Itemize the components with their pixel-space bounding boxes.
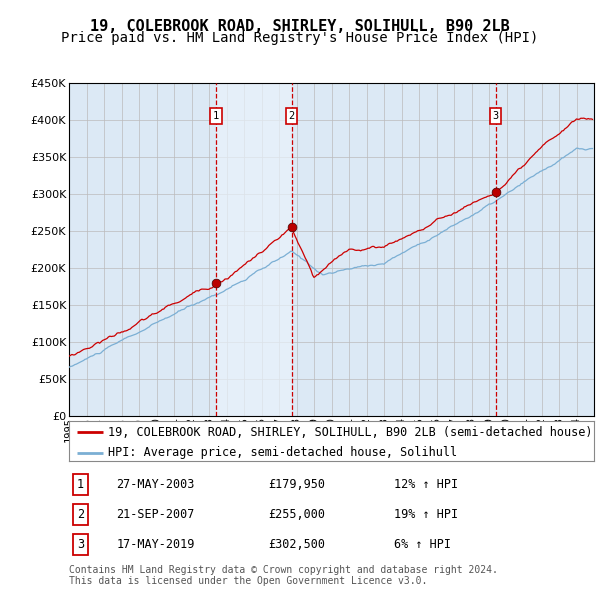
Text: £302,500: £302,500 bbox=[269, 538, 325, 551]
Text: 19% ↑ HPI: 19% ↑ HPI bbox=[395, 508, 458, 521]
Text: £179,950: £179,950 bbox=[269, 478, 325, 491]
Text: 3: 3 bbox=[493, 111, 499, 121]
Text: 6% ↑ HPI: 6% ↑ HPI bbox=[395, 538, 452, 551]
Text: 12% ↑ HPI: 12% ↑ HPI bbox=[395, 478, 458, 491]
Text: 2: 2 bbox=[289, 111, 295, 121]
Text: Price paid vs. HM Land Registry's House Price Index (HPI): Price paid vs. HM Land Registry's House … bbox=[61, 31, 539, 45]
Text: 3: 3 bbox=[77, 538, 84, 551]
Text: 19, COLEBROOK ROAD, SHIRLEY, SOLIHULL, B90 2LB (semi-detached house): 19, COLEBROOK ROAD, SHIRLEY, SOLIHULL, B… bbox=[109, 426, 593, 439]
Point bbox=[211, 278, 221, 287]
Text: 27-MAY-2003: 27-MAY-2003 bbox=[116, 478, 194, 491]
Point bbox=[287, 222, 296, 232]
Text: £255,000: £255,000 bbox=[269, 508, 325, 521]
Point bbox=[491, 187, 500, 196]
Text: Contains HM Land Registry data © Crown copyright and database right 2024.: Contains HM Land Registry data © Crown c… bbox=[69, 565, 498, 575]
Bar bbox=[216, 83, 292, 416]
Text: 1: 1 bbox=[77, 478, 84, 491]
Text: HPI: Average price, semi-detached house, Solihull: HPI: Average price, semi-detached house,… bbox=[109, 446, 458, 459]
Text: 19, COLEBROOK ROAD, SHIRLEY, SOLIHULL, B90 2LB: 19, COLEBROOK ROAD, SHIRLEY, SOLIHULL, B… bbox=[90, 19, 510, 34]
Text: 2: 2 bbox=[77, 508, 84, 521]
Text: 21-SEP-2007: 21-SEP-2007 bbox=[116, 508, 194, 521]
Text: 1: 1 bbox=[213, 111, 219, 121]
Text: 17-MAY-2019: 17-MAY-2019 bbox=[116, 538, 194, 551]
Text: This data is licensed under the Open Government Licence v3.0.: This data is licensed under the Open Gov… bbox=[69, 576, 427, 586]
